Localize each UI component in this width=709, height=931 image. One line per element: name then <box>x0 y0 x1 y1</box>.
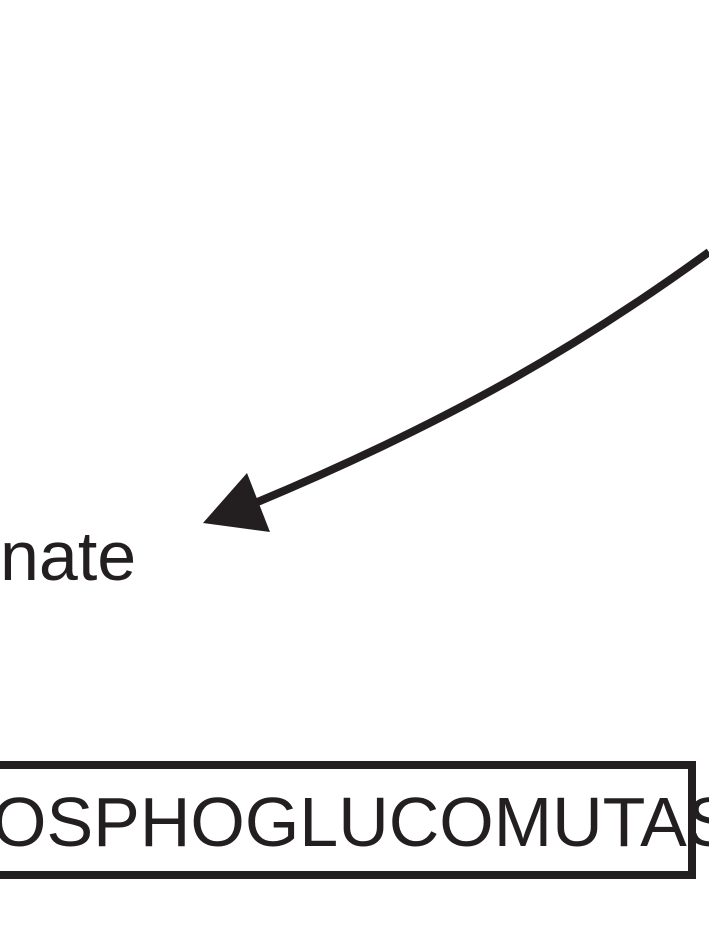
enzyme-label: OSPHOGLUCOMUTAS <box>0 783 709 861</box>
product-label: nate <box>0 517 137 595</box>
reaction-arrow-curve <box>246 248 709 510</box>
reaction-arrowhead <box>203 473 270 532</box>
enzyme-box <box>0 761 696 879</box>
